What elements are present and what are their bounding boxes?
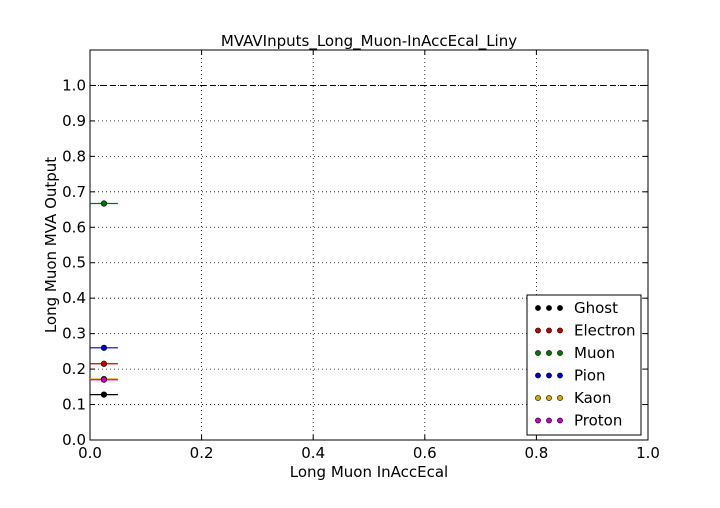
- data-point-electron: [100, 360, 108, 367]
- legend-box: [526, 294, 642, 436]
- data-point-pion: [100, 344, 108, 351]
- y-tick-label: 0.9: [62, 112, 86, 130]
- y-tick-label: 0.5: [62, 254, 86, 272]
- data-point-proton: [100, 376, 108, 383]
- x-tick-label: 0.8: [524, 444, 548, 462]
- y-axis-label: Long Muon MVA Output: [42, 157, 60, 333]
- plot-frame: [89, 49, 649, 441]
- legend-marker-electron: [546, 327, 552, 334]
- y-tick-label: 0.4: [62, 289, 86, 307]
- data-point-muon: [100, 200, 108, 207]
- chart-title: MVAVInputs_Long_Muon-InAccEcal_Liny: [221, 32, 517, 51]
- legend-marker-kaon: [557, 395, 563, 401]
- legend-marker-muon: [557, 350, 563, 356]
- legend-label-proton: Proton: [574, 412, 622, 430]
- legend-marker-pion: [546, 372, 552, 379]
- legend-marker-ghost: [546, 305, 552, 311]
- legend-label-muon: Muon: [574, 344, 615, 362]
- legend-marker-electron: [535, 327, 541, 334]
- y-tick-label: 0.0: [62, 431, 86, 449]
- x-tick-label: 0.2: [190, 444, 214, 462]
- y-tick-label: 0.1: [62, 396, 86, 414]
- x-tick-label: 0.4: [301, 444, 325, 462]
- legend-marker-proton: [535, 417, 541, 424]
- legend-marker-muon: [546, 350, 552, 356]
- legend-label-pion: Pion: [574, 367, 606, 385]
- x-tick-label: 0.0: [78, 444, 102, 462]
- legend-marker-proton: [557, 417, 563, 424]
- legend-marker-ghost: [535, 305, 541, 311]
- y-tick-label: 0.7: [62, 183, 86, 201]
- plot-area: 0.0 0.2 0.4 0.6 0.8 1.0 0.0 0.1 0.2 0.3 0.4 0.5 0.6 0…: [62, 49, 660, 462]
- data-point-ghost: [100, 391, 108, 398]
- legend-marker-proton: [546, 417, 552, 424]
- legend: Ghost Electron Muon Pion Kaon Proton: [526, 294, 642, 436]
- x-tick-label: 0.6: [413, 444, 437, 462]
- x-tick-label: 1.0: [636, 444, 660, 462]
- legend-marker-pion: [535, 372, 541, 379]
- y-tick-label: 1.0: [62, 76, 86, 94]
- legend-marker-kaon: [546, 395, 552, 401]
- y-tick-label: 0.3: [62, 325, 86, 343]
- x-axis-label: Long Muon InAccEcal: [290, 463, 448, 481]
- y-tick-label: 0.2: [62, 360, 86, 378]
- legend-marker-kaon: [535, 395, 541, 401]
- legend-label-electron: Electron: [574, 322, 636, 340]
- legend-label-kaon: Kaon: [574, 389, 611, 407]
- legend-marker-muon: [535, 350, 541, 356]
- legend-label-ghost: Ghost: [574, 299, 618, 317]
- y-tick-label: 0.8: [62, 147, 86, 165]
- y-tick-label: 0.6: [62, 218, 86, 236]
- legend-marker-electron: [557, 327, 563, 334]
- legend-marker-pion: [557, 372, 563, 379]
- legend-marker-ghost: [557, 305, 563, 311]
